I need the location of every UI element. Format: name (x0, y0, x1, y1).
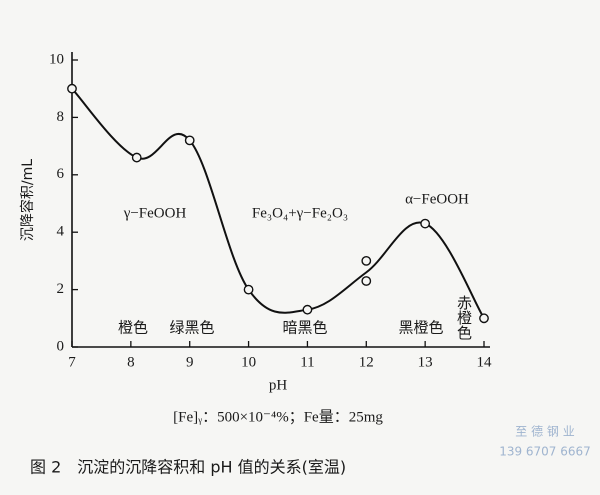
x-tick-label: 14 (477, 354, 493, 370)
data-point (420, 218, 431, 229)
x-tick-label: 9 (186, 354, 194, 370)
caption: 图 2 沉淀的沉降容积和 pH 值的关系(室温) (30, 458, 346, 477)
y-tick-label: 10 (49, 51, 64, 67)
y-tick-label: 4 (57, 224, 65, 240)
data-point (302, 304, 313, 315)
watermark: 139 6707 6667 (499, 445, 591, 459)
annotation: α−FeOOH (405, 191, 469, 207)
x-tick-label: 8 (127, 354, 135, 370)
y-tick-label: 8 (57, 109, 65, 125)
y-tick-label: 2 (57, 281, 65, 297)
x-tick-label: 12 (359, 354, 374, 370)
y-axis-label: 沉降容积/mL (19, 159, 36, 241)
x-tick-label: 11 (300, 354, 314, 370)
annotation: 绿黑色 (169, 319, 214, 337)
x-tick-label: 10 (241, 354, 256, 370)
annotation: γ−FeOOH (123, 205, 187, 221)
y-tick-label: 0 (57, 338, 65, 354)
annotation: 黑橙色 (398, 319, 443, 337)
data-point (131, 152, 142, 163)
y-tick-label: 6 (57, 166, 65, 182)
x-tick-label: 13 (418, 354, 433, 370)
note: [Fe]ᵧ：500×10⁻⁴%；Fe量：25mg (173, 409, 383, 425)
data-point (361, 255, 372, 266)
data-point (243, 284, 254, 295)
annotation: Fe₃O₄+γ−Fe₂O₃ (252, 205, 348, 221)
data-point (361, 276, 372, 286)
annotation: 赤橙色 (455, 295, 473, 340)
data-point (67, 83, 77, 94)
x-axis-label: pH (269, 377, 288, 393)
x-tick-label: 7 (68, 354, 76, 370)
annotation: 橙色 (118, 319, 148, 337)
data-point (184, 135, 195, 146)
watermark: 至 德 钢 业 (515, 424, 574, 439)
data-point (479, 313, 489, 324)
annotation: 暗黑色 (282, 319, 327, 337)
